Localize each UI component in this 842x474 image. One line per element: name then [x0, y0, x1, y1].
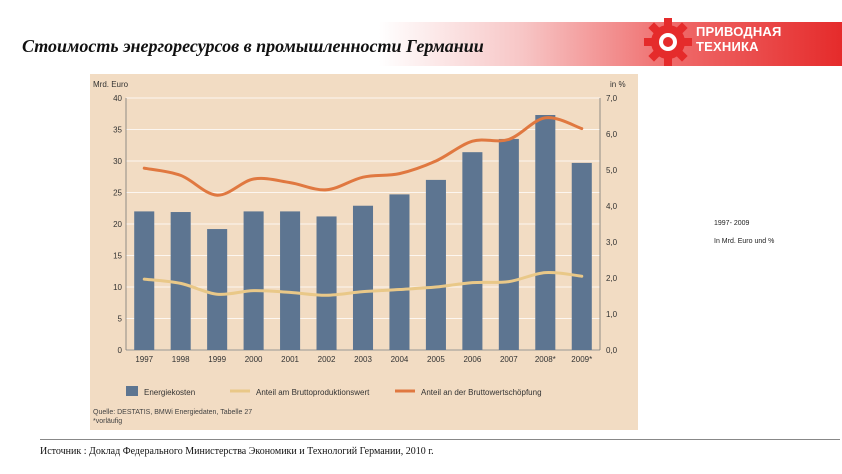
line-bruttowertschoepfung: [142, 116, 584, 197]
x-tick-label: 1998: [172, 355, 190, 364]
chart-panel: Mrd. Euro in % 0 5 10 15 20 25 30 35 40 0,0 1,0 2,0…: [90, 74, 638, 430]
bar-energiekosten: [134, 211, 155, 350]
bar-energiekosten: [316, 216, 337, 350]
company-logo: [644, 18, 692, 66]
left-tick-label: 25: [113, 189, 122, 198]
x-tick-label: 2002: [318, 355, 336, 364]
logo-line2: ТЕХНИКА: [696, 39, 759, 54]
x-tick-label: 2006: [463, 355, 481, 364]
x-tick-label: 1999: [208, 355, 226, 364]
bar-energiekosten: [207, 229, 228, 350]
chart-source-note: Quelle: DESTATIS, BMWi Energiedaten, Tab…: [93, 409, 252, 416]
left-tick-label: 40: [113, 94, 122, 103]
chart-preliminary-note: *vorläufig: [93, 418, 122, 425]
legend-label-bruttowertschoepfung: Anteil an der Bruttowertschöpfung: [421, 388, 542, 397]
right-tick-label: 5,0: [606, 166, 618, 175]
units-note: In Mrd. Euro und %: [714, 238, 775, 245]
x-tick-label: 2007: [500, 355, 518, 364]
bar-energiekosten: [280, 211, 301, 350]
right-tick-label: 1,0: [606, 310, 618, 319]
period-note: 1997- 2009: [714, 220, 750, 227]
logo-line1: ПРИВОДНАЯ: [696, 24, 782, 39]
right-tick-label: 4,0: [606, 202, 618, 211]
logo-trademark: TM: [770, 14, 783, 24]
gear-icon: [644, 18, 692, 66]
x-tick-label: 2009*: [571, 355, 592, 364]
bar-energiekosten: [498, 138, 519, 350]
legend-label-bruttoproduktionswert: Anteil am Bruttoproduktionswert: [256, 388, 370, 397]
source-citation: Источник : Доклад Федерального Министерс…: [40, 446, 434, 457]
right-tick-label: 6,0: [606, 130, 618, 139]
x-tick-label: 2004: [391, 355, 409, 364]
x-tick-label: 2008*: [535, 355, 556, 364]
line-bruttoproduktionswert: [142, 270, 584, 297]
bar-energiekosten: [389, 194, 410, 350]
footer-divider: [40, 439, 840, 440]
legend-swatch-energiekosten: [126, 386, 138, 396]
x-tick-label: 2001: [281, 355, 299, 364]
left-tick-label: 20: [113, 220, 122, 229]
x-tick-label: 2003: [354, 355, 372, 364]
right-tick-label: 0,0: [606, 346, 618, 355]
left-tick-label: 10: [113, 283, 122, 292]
bar-energiekosten: [352, 205, 374, 350]
bar-energiekosten: [571, 162, 592, 350]
left-tick-label: 35: [113, 126, 122, 135]
right-tick-label: 7,0: [606, 94, 618, 103]
x-tick-label: 1997: [135, 355, 153, 364]
right-tick-label: 3,0: [606, 238, 618, 247]
logo-wordmark: ПРИВОДНАЯ ТЕХНИКА: [696, 24, 782, 54]
bar-energiekosten: [243, 211, 264, 350]
left-tick-label: 0: [118, 346, 123, 355]
bar-energiekosten: [462, 152, 483, 350]
x-tick-label: 2005: [427, 355, 445, 364]
left-tick-label: 30: [113, 157, 122, 166]
legend-label-energiekosten: Energiekosten: [144, 388, 195, 397]
right-tick-label: 2,0: [606, 274, 618, 283]
title-banner: [0, 22, 842, 66]
energy-cost-chart: Mrd. Euro in % 0 5 10 15 20 25 30 35 40 0,0 1,0 2,0…: [93, 80, 626, 425]
bar-energiekosten: [535, 115, 556, 350]
left-axis-label: Mrd. Euro: [93, 80, 129, 89]
bar-energiekosten: [170, 212, 191, 350]
right-axis-label: in %: [610, 80, 626, 89]
left-tick-label: 15: [113, 252, 122, 261]
left-tick-label: 5: [118, 315, 123, 324]
bar-energiekosten: [425, 179, 446, 350]
x-tick-label: 2000: [245, 355, 263, 364]
page-title: Стоимость энергоресурсов в промышленност…: [22, 36, 484, 56]
